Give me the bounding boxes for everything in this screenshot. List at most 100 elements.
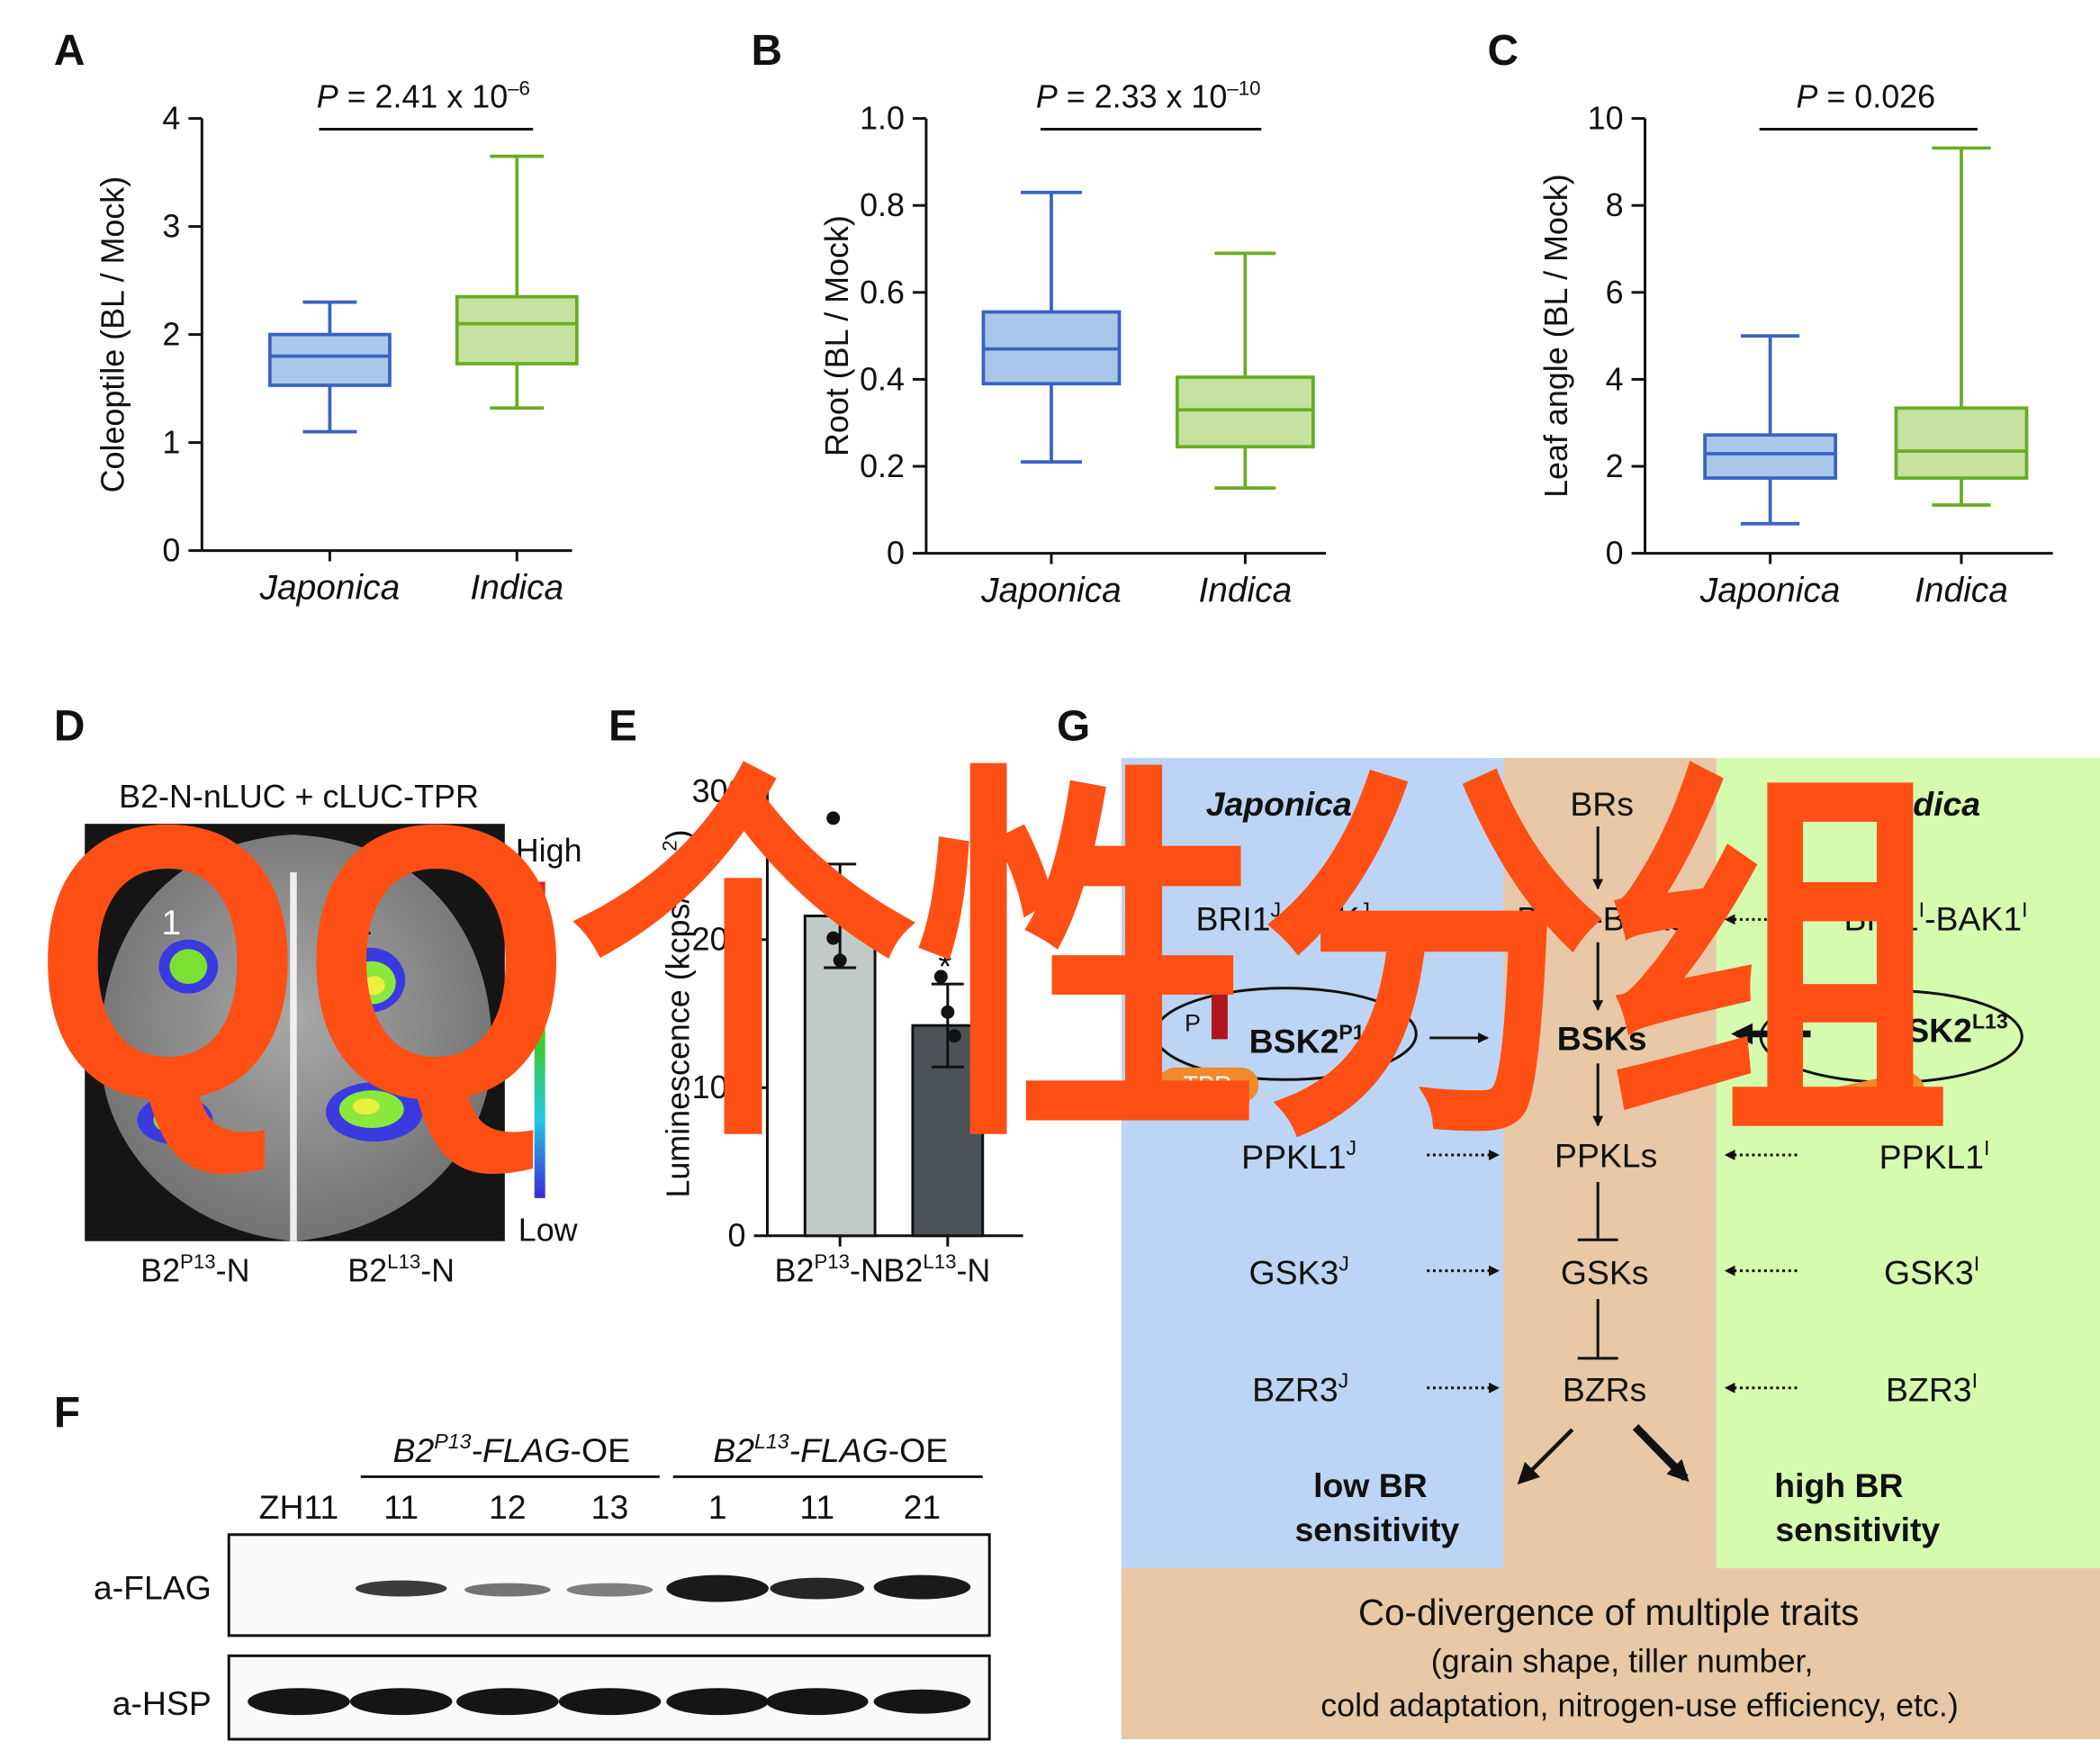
indica-region: [1716, 757, 2100, 1569]
text-part: -BAK1: [1924, 899, 2022, 937]
text-part: 2: [658, 840, 680, 851]
x-tick-label: Japonica: [259, 568, 401, 607]
x-tick-label: B2L13-N: [883, 1250, 990, 1288]
y-tick-label: 3: [162, 209, 180, 245]
y-tick-label: 0.4: [860, 361, 905, 397]
data-point: [933, 970, 948, 984]
y-tick-label: 0: [728, 1218, 746, 1254]
text-part: J: [1347, 1136, 1357, 1159]
text-part: = 2.33 x 10: [1058, 79, 1227, 115]
scale-label: Low: [518, 1213, 578, 1249]
x-tick-label: Indica: [1915, 571, 2008, 609]
y-tick-label: 0: [162, 533, 180, 569]
summary: (grain shape, tiller number,: [1431, 1643, 1814, 1679]
text-part: -FLAG: [789, 1431, 888, 1469]
text-part: BRI1: [1195, 899, 1270, 937]
text-part: J: [1338, 1369, 1349, 1393]
text-part: P13: [180, 1250, 216, 1273]
data-point: [826, 931, 841, 945]
text-part: I: [1972, 1369, 1978, 1393]
data-point: [833, 878, 847, 892]
row-label: a-FLAG: [94, 1569, 212, 1607]
row-label: a-HSP: [113, 1684, 212, 1722]
outcome: sensitivity: [1775, 1511, 1940, 1548]
box: [267, 332, 392, 387]
node: BSK2P13: [1249, 1020, 1376, 1060]
outcome: sensitivity: [1294, 1511, 1459, 1548]
panel-title: B2-N-nLUC + cLUC-TPR: [119, 779, 479, 815]
text-part: J: [1359, 898, 1370, 921]
node: BZRs: [1563, 1371, 1646, 1409]
panel-letter: A: [54, 27, 86, 75]
y-axis-label: Leaf angle (BL / Mock): [1538, 174, 1574, 498]
tpr-label: TPR: [1184, 1071, 1232, 1098]
charts: A 0 1 2 3 4 Coleoptile (BL / Mock) P = 2.41 x 1…: [54, 27, 2053, 1289]
significance: *: [938, 948, 951, 987]
data-point: [947, 1029, 961, 1043]
node: BRI1I-BAK1I: [1844, 898, 2028, 937]
text-part: PPKL1: [1879, 1138, 1984, 1176]
complex-ellipse: [1153, 987, 1418, 1081]
y-tick-label: 1: [162, 425, 180, 461]
panel-letter: E: [608, 702, 637, 750]
text-part: B2: [713, 1431, 754, 1469]
y-tick-label: 0: [887, 536, 905, 572]
x-tick-label: B2P13-N: [775, 1250, 884, 1288]
box: [455, 294, 579, 365]
bar: [803, 914, 877, 1238]
text-part: B2: [347, 1253, 387, 1289]
node: BSK2L13: [1882, 1009, 2008, 1049]
summary: Co-divergence of multiple traits: [1358, 1592, 1859, 1633]
x-tick-label: Indica: [470, 568, 563, 607]
lane-label: ZH11: [259, 1488, 339, 1526]
text-part: GSK3: [1884, 1254, 1974, 1292]
text-part: -N: [420, 1253, 455, 1289]
box: [1703, 433, 1838, 480]
y-tick-label: 2: [162, 317, 180, 353]
japonica-region: [1121, 757, 1504, 1569]
panel-letter: C: [1488, 27, 1519, 75]
text-part: = 0.026: [1817, 79, 1935, 115]
node: BRI1-BAKs: [1517, 899, 1687, 937]
node: BRs: [1570, 785, 1634, 823]
group-title: Japonica: [1206, 785, 1352, 823]
text-part: L13: [754, 1430, 789, 1453]
x-tick-label: Japonica: [1699, 571, 1841, 609]
scale-label: High: [516, 833, 582, 869]
panel-letter: D: [54, 702, 86, 750]
y-tick-label: 0.6: [860, 275, 905, 311]
outcome: high BR: [1774, 1466, 1903, 1504]
spot-label: 1: [161, 904, 181, 943]
text-part: L13: [923, 1250, 956, 1273]
text-part: B2: [393, 1431, 435, 1469]
text-part: B2: [775, 1253, 815, 1289]
y-tick-label: 200: [692, 922, 746, 958]
y-tick-label: 0: [1606, 536, 1624, 572]
box: [1175, 375, 1315, 449]
text-part: -N: [956, 1253, 990, 1289]
box: [1894, 406, 2029, 480]
lane-label: 1: [708, 1488, 727, 1526]
text-part: -OE: [888, 1431, 948, 1469]
node: BRI1J-BAKJ: [1195, 898, 1369, 937]
luminescence-spots: [137, 939, 423, 1145]
y-axis-label: Root (BL / Mock): [819, 215, 855, 456]
pathway-arrows: [1427, 826, 1811, 1485]
group-label: B2P13-FLAG-OE: [393, 1430, 630, 1469]
text-part: GSK3: [1249, 1254, 1339, 1292]
text-part: P13: [1338, 1020, 1375, 1043]
lane-label: 11: [383, 1488, 419, 1526]
p-value: P = 0.026: [1796, 79, 1935, 115]
summary: cold adaptation, nitrogen-use efficiency…: [1320, 1688, 1959, 1724]
text-part: BZR3: [1252, 1371, 1338, 1409]
text-part: L13: [387, 1250, 420, 1273]
lane-label: 12: [489, 1488, 527, 1526]
text-part: I: [1919, 898, 1924, 921]
y-axis-label: Coleoptile (BL / Mock): [95, 176, 131, 493]
node: BSKs: [1557, 1019, 1647, 1057]
text-part: –10: [1227, 77, 1260, 99]
tpr-pill: [1158, 1067, 1259, 1103]
lane-label: 11: [799, 1488, 834, 1526]
node: PPKL1I: [1879, 1136, 1990, 1176]
